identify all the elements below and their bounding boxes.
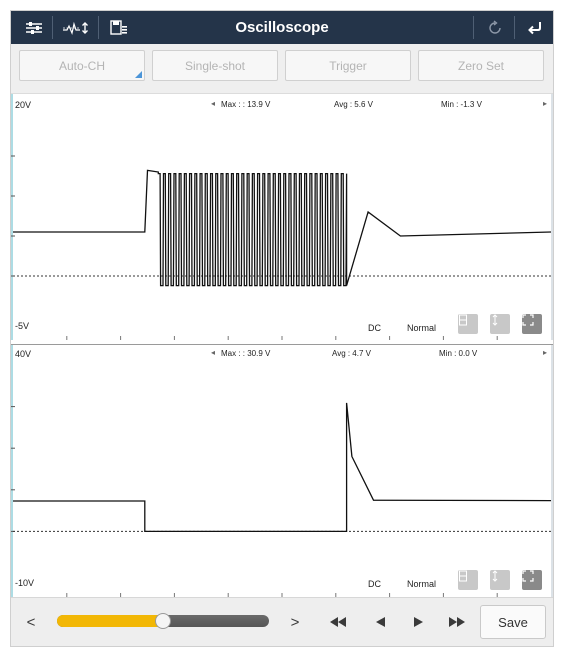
channel-2-vertical-icon[interactable] [490, 570, 510, 590]
toolbar: Auto-CH Single-shot Trigger Zero Set [11, 44, 553, 94]
channel-1-vertical-icon[interactable] [490, 314, 510, 334]
channel-2-mode: Normal [407, 579, 437, 589]
channel-2-waveform [11, 345, 553, 597]
zero-set-label: Zero Set [457, 58, 505, 73]
channel-1-scale-icon[interactable] [458, 314, 478, 334]
trigger-label: Trigger [329, 58, 367, 73]
trigger-button[interactable]: Trigger [285, 50, 411, 81]
channel-2-right-arrow-icon[interactable]: ▸ [543, 348, 548, 357]
waveform-trace [13, 169, 552, 287]
save-record-icon[interactable] [102, 11, 135, 44]
fast-forward-icon[interactable] [444, 610, 470, 634]
settings-sliders-icon[interactable] [17, 11, 50, 44]
next-page-button[interactable]: > [290, 613, 300, 631]
channel-1-expand-icon[interactable] [522, 314, 542, 334]
channel-1-max: Max : : 13.9 V [221, 100, 271, 109]
channel-1-waveform [11, 94, 553, 340]
save-button[interactable]: Save [480, 605, 546, 639]
prev-page-button[interactable]: < [26, 613, 36, 631]
channel-1-mode: Normal [407, 323, 437, 333]
channel-1-y-bottom-label: -5V [15, 321, 30, 331]
channel-1-left-arrow-icon[interactable]: ◂ [211, 99, 216, 108]
step-forward-icon[interactable] [406, 610, 432, 634]
waveform-trace [13, 402, 552, 533]
channel-2-plot[interactable]: 40V -10V ◂ Max : : 30.9 V Avg : 4.7 V Mi… [11, 345, 553, 597]
back-icon[interactable] [518, 11, 552, 44]
zero-set-button[interactable]: Zero Set [418, 50, 544, 81]
step-back-icon[interactable] [367, 610, 393, 634]
channel-2-expand-icon[interactable] [522, 570, 542, 590]
channel-2-min: Min : 0.0 V [439, 349, 478, 358]
oscilloscope-window: Oscilloscope Auto-CH Single-shot Trigger [10, 10, 554, 647]
channel-2-avg: Avg : 4.7 V [332, 349, 371, 358]
channel-2-y-top-label: 40V [15, 349, 32, 359]
channel-1-right-arrow-icon[interactable]: ▸ [543, 99, 548, 108]
auto-ch-label: Auto-CH [58, 58, 105, 73]
timeline-slider-handle[interactable] [155, 613, 171, 629]
channel-2-left-arrow-icon[interactable]: ◂ [211, 348, 216, 357]
rewind-icon[interactable] [325, 610, 351, 634]
plot-divider [11, 344, 553, 345]
channel-1-min: Min : -1.3 V [441, 100, 482, 109]
channel-1-y-top-label: 20V [15, 100, 32, 110]
channel-2-scale-icon[interactable] [458, 570, 478, 590]
channel-1-coupling: DC [368, 323, 381, 333]
single-shot-button[interactable]: Single-shot [152, 50, 278, 81]
auto-ch-button[interactable]: Auto-CH [19, 50, 145, 81]
title-bar: Oscilloscope [11, 11, 553, 44]
channel-2-y-bottom-label: -10V [15, 578, 35, 588]
signal-adjust-icon[interactable] [58, 11, 94, 44]
single-shot-label: Single-shot [184, 58, 246, 73]
dropdown-corner-icon [135, 71, 142, 78]
refresh-icon[interactable] [478, 11, 512, 44]
bottom-bar: < > Save [11, 597, 553, 646]
channel-2-max: Max : : 30.9 V [221, 349, 271, 358]
timeline-slider-fill [57, 615, 163, 627]
channel-1-avg: Avg : 5.6 V [334, 100, 373, 109]
channel-1-plot[interactable]: 20V -5V ◂ Max : : 13.9 V Avg : 5.6 V Min… [11, 94, 553, 344]
channel-2-coupling: DC [368, 579, 381, 589]
